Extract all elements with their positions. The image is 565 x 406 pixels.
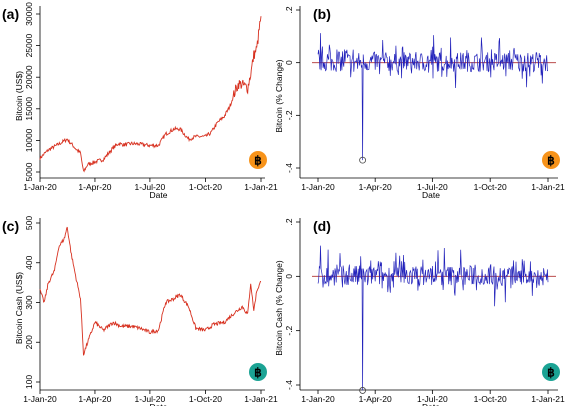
y-axis-title: Bitcoin (% Change) [274, 59, 284, 132]
x-axis-title: Date [422, 190, 440, 200]
panel-label: (d) [313, 218, 331, 234]
y-tick-label: -.4 [284, 163, 294, 173]
price-series-line [39, 16, 262, 173]
x-tick-label: 1-Apr-20 [78, 182, 111, 192]
y-tick-label: 10000 [24, 128, 34, 152]
y-tick-label: 100 [24, 375, 34, 389]
returns-series-line [317, 245, 549, 391]
y-tick-label: -.2 [284, 325, 294, 335]
y-tick-label: 0 [284, 60, 294, 65]
x-tick-label: 1-Jul-20 [135, 394, 166, 404]
y-tick-label: 15000 [24, 97, 34, 121]
y-axis-title: Bitcoin Cash (US$) [14, 272, 24, 344]
y-tick-label: 300 [24, 295, 34, 309]
y-tick-label: .2 [284, 6, 294, 13]
x-tick-label: 1-Jul-20 [135, 182, 166, 192]
y-tick-label: 30000 [24, 2, 34, 26]
svg-text:฿: ฿ [254, 366, 262, 380]
y-tick-label: .2 [284, 218, 294, 225]
returns-series-line [317, 33, 549, 161]
x-tick-label: 1-Jan-20 [301, 182, 335, 192]
x-tick-label: 1-Jan-20 [23, 394, 57, 404]
svg-text:฿: ฿ [547, 366, 555, 380]
panel-label: (b) [313, 6, 331, 22]
panel-label: (a) [2, 6, 19, 22]
panel-2: 1-Jan-20 1-Apr-20 1-Jul-20 1-Oct-20 1-Jan-21… [2, 216, 278, 406]
y-tick-label: 20000 [24, 65, 34, 89]
x-tick-label: 1-Jul-20 [417, 394, 448, 404]
x-tick-label: 1-Jan-21 [531, 394, 565, 404]
x-axis-title: Date [150, 190, 168, 200]
x-tick-label: 1-Oct-20 [189, 394, 222, 404]
y-axis-title: Bitcoin Cash (% Change) [274, 260, 284, 356]
x-tick-label: 1-Oct-20 [474, 394, 507, 404]
x-tick-label: 1-Jan-20 [301, 394, 335, 404]
x-tick-label: 1-Apr-20 [359, 394, 392, 404]
bitcoin-cash-icon: ฿ [249, 363, 267, 381]
y-tick-label: -.4 [284, 380, 294, 390]
x-tick-label: 1-Jan-21 [244, 394, 278, 404]
outlier-marker [359, 156, 367, 164]
x-tick-label: 1-Apr-20 [359, 182, 392, 192]
panel-label: (c) [2, 218, 19, 234]
bitcoin-cash-icon: ฿ [542, 363, 560, 381]
svg-text:฿: ฿ [254, 154, 262, 168]
y-tick-label: 5000 [24, 162, 34, 181]
x-axis-title: Date [150, 402, 168, 406]
panel-3: 1-Jan-20 1-Apr-20 1-Jul-20 1-Oct-20 1-Jan-21… [274, 218, 565, 406]
outlier-marker [359, 387, 367, 394]
x-tick-label: 1-Oct-20 [474, 182, 507, 192]
x-tick-label: 1-Jan-21 [244, 182, 278, 192]
x-tick-label: 1-Apr-20 [78, 394, 111, 404]
x-axis-title: Date [422, 402, 440, 406]
y-tick-label: 0 [284, 274, 294, 279]
panel-0: 1-Jan-20 1-Apr-20 1-Jul-20 1-Oct-20 1-Jan-21… [2, 2, 278, 200]
x-tick-label: 1-Jan-20 [23, 182, 57, 192]
y-tick-label: 200 [24, 335, 34, 349]
bitcoin-icon: ฿ [542, 151, 560, 169]
x-tick-label: 1-Jan-21 [531, 182, 565, 192]
price-series-line [39, 226, 262, 356]
y-tick-label: 500 [24, 216, 34, 230]
y-tick-label: -.2 [284, 110, 294, 120]
panel-1: 1-Jan-20 1-Apr-20 1-Jul-20 1-Oct-20 1-Jan-21… [274, 6, 565, 200]
svg-text:฿: ฿ [547, 154, 555, 168]
y-tick-label: 400 [24, 255, 34, 269]
y-tick-label: 25000 [24, 34, 34, 58]
x-tick-label: 1-Jul-20 [417, 182, 448, 192]
x-tick-label: 1-Oct-20 [189, 182, 222, 192]
bitcoin-icon: ฿ [249, 151, 267, 169]
y-axis-title: Bitcoin (US$) [14, 71, 24, 121]
